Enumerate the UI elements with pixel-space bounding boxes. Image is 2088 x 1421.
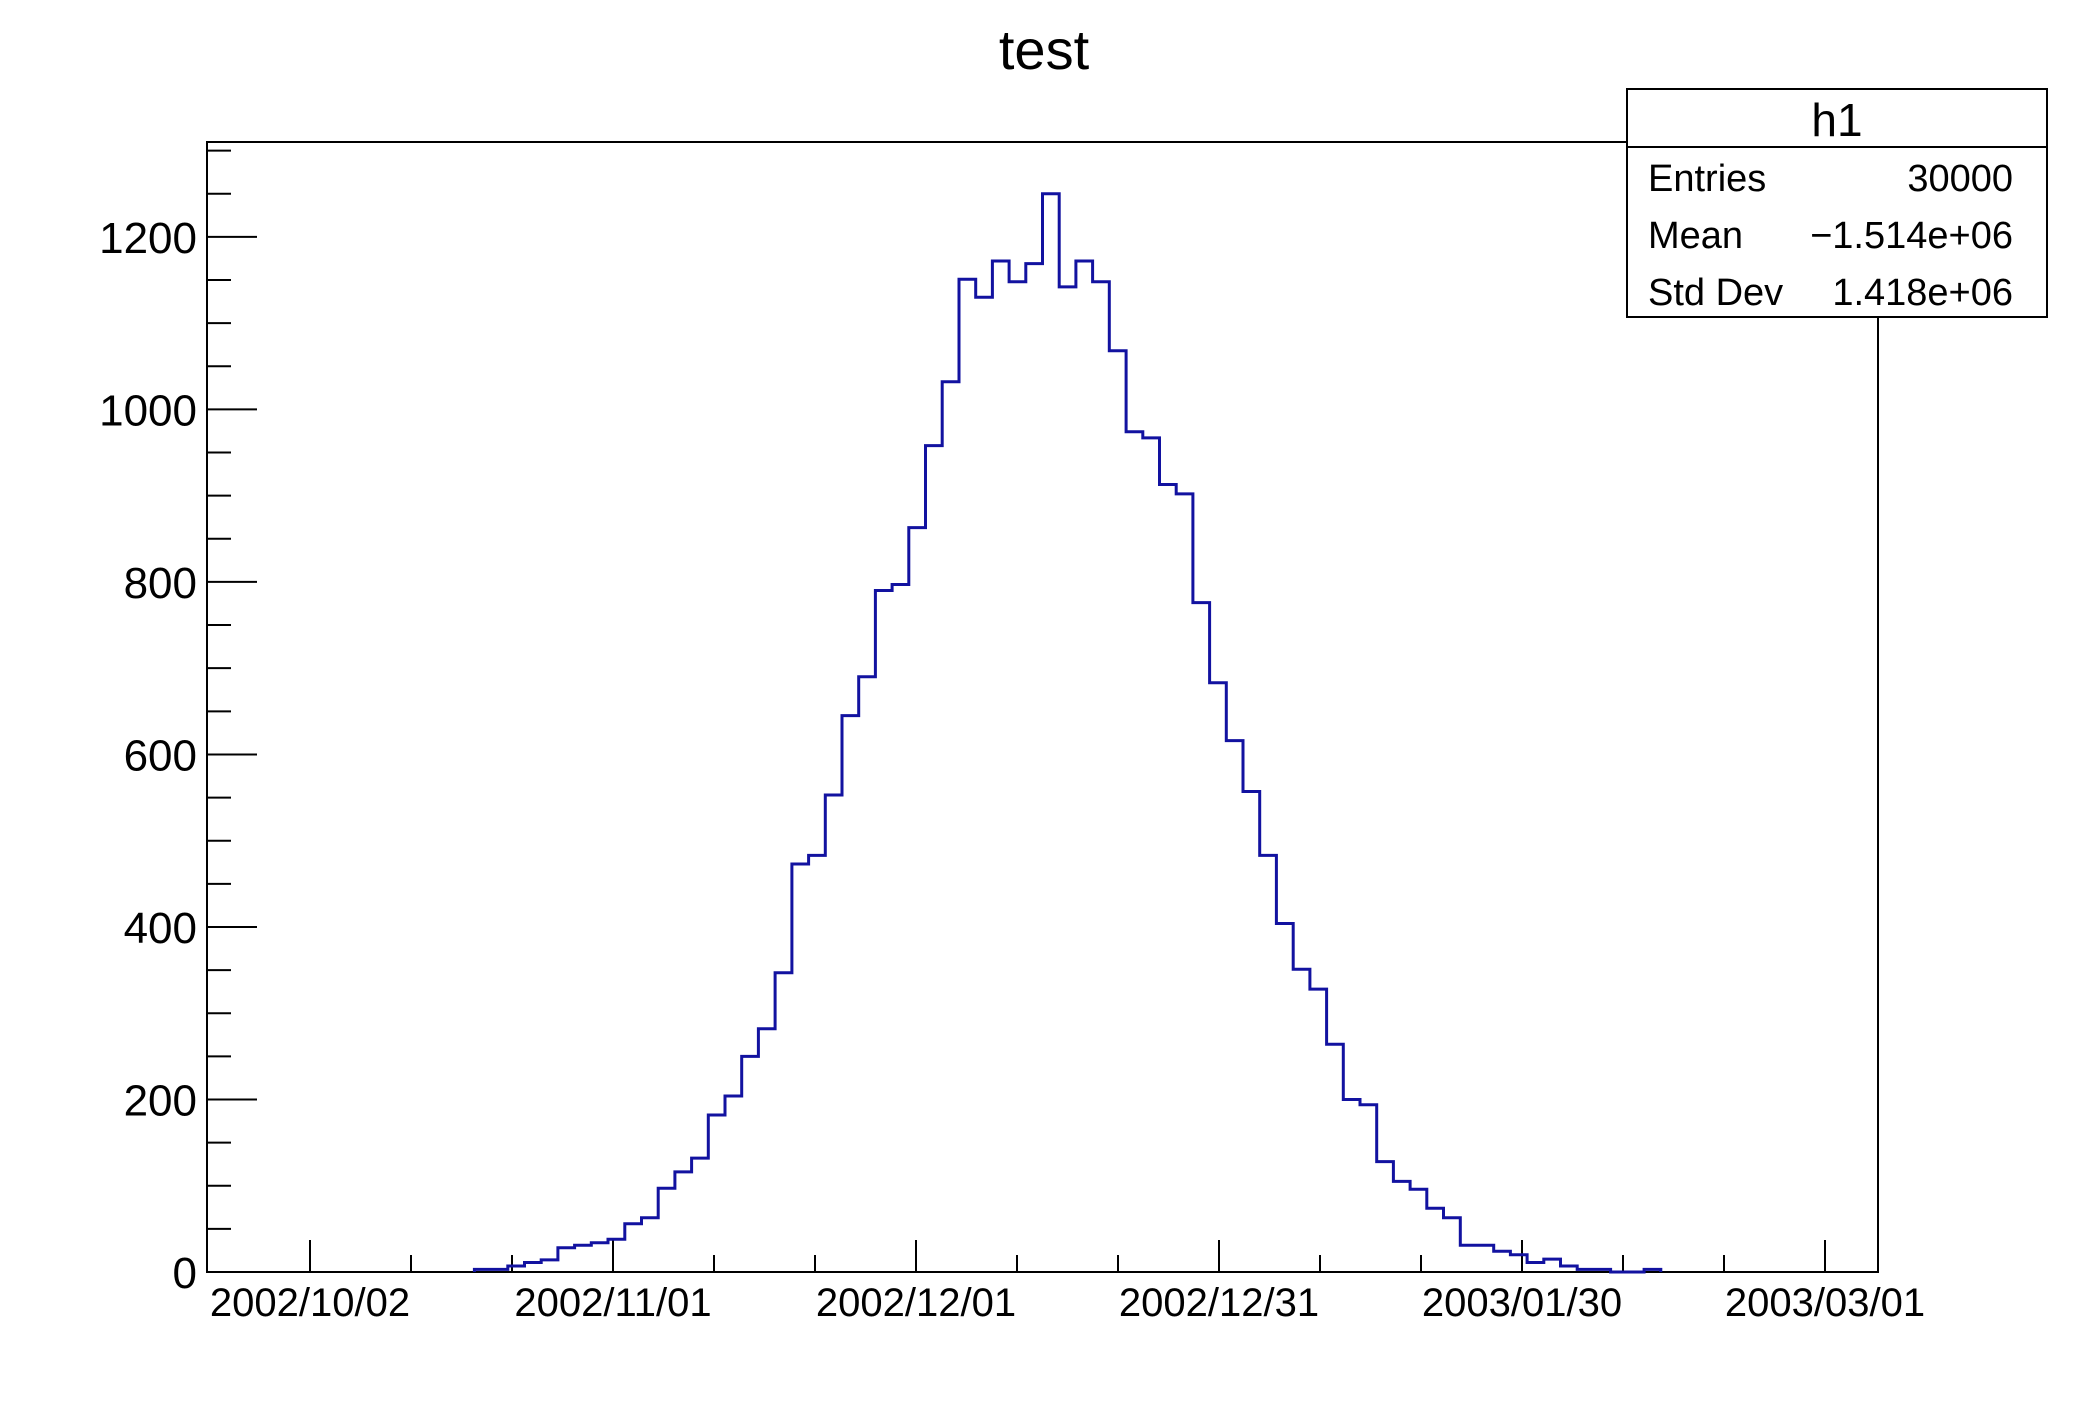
- y-tick-label: 0: [173, 1249, 197, 1298]
- x-tick-label: 2003/01/30: [1422, 1281, 1622, 1325]
- stats-entries-value: 30000: [1907, 158, 2013, 200]
- stats-mean-value: −1.514e+06: [1810, 215, 2013, 257]
- x-tick-label: 2002/12/31: [1119, 1281, 1319, 1325]
- chart-title: test: [999, 18, 1090, 81]
- y-tick-label: 800: [124, 559, 197, 608]
- plot-frame: [206, 141, 1879, 1273]
- plot-area: 2002/10/02 2002/11/01 2002/12/01 2002/12/31…: [99, 141, 1925, 1325]
- x-tick-label: 2002/11/01: [514, 1281, 711, 1325]
- stats-entries-label: Entries: [1648, 158, 1766, 200]
- histogram-line: [472, 192, 1663, 1274]
- stats-stddev-value: 1.418e+06: [1832, 272, 2013, 314]
- x-tick-label: 2002/10/02: [210, 1281, 410, 1325]
- stats-box: h1 Entries 30000 Mean −1.514e+06 Std Dev…: [1626, 88, 2048, 318]
- x-tick-label: 2003/03/01: [1725, 1281, 1925, 1325]
- x-tick-label: 2002/12/01: [816, 1281, 1016, 1325]
- y-tick-label: 200: [124, 1076, 197, 1125]
- y-tick-label: 400: [124, 904, 197, 953]
- y-tick-label: 600: [124, 731, 197, 780]
- y-tick-label: 1200: [99, 214, 197, 263]
- stats-stddev-label: Std Dev: [1648, 272, 1783, 314]
- stats-mean-label: Mean: [1648, 215, 1743, 257]
- y-tick-label: 1000: [99, 386, 197, 435]
- stats-box-frame: [1626, 88, 2048, 318]
- stats-box-title: h1: [1811, 94, 1862, 146]
